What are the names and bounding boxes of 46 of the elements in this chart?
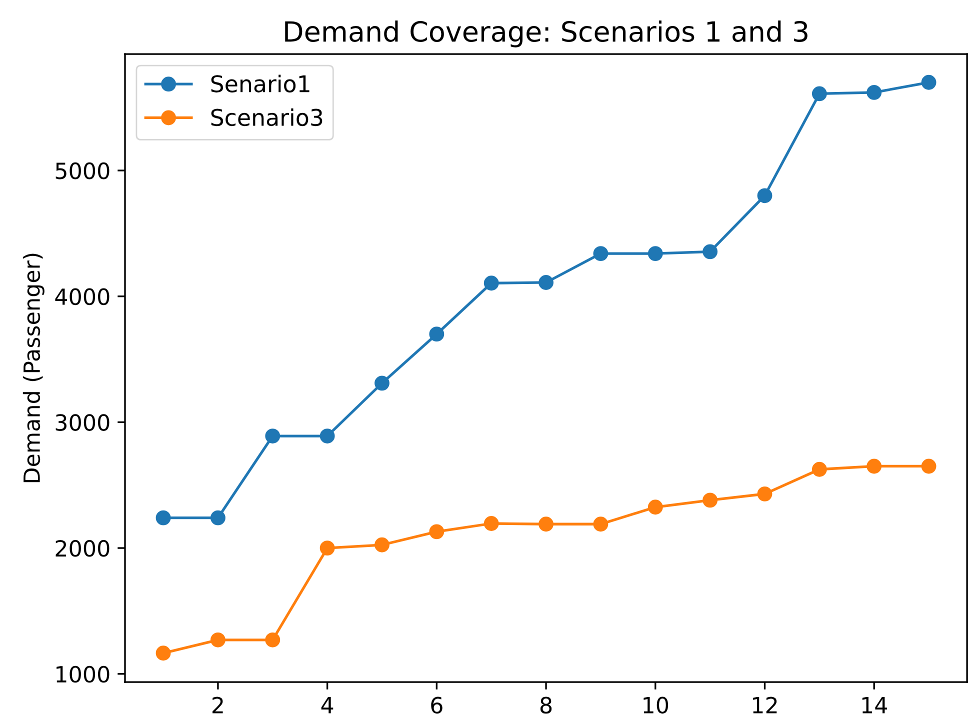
point	[374, 376, 390, 391]
y-tick-label: 4000	[55, 288, 110, 306]
point	[757, 188, 772, 204]
x-tick-label: 12	[753, 696, 777, 714]
point	[593, 516, 608, 532]
x-tick-label: 6	[431, 696, 442, 714]
y-tick-label: 5000	[56, 162, 110, 180]
point	[210, 632, 226, 648]
point	[156, 510, 171, 526]
point	[320, 540, 335, 556]
point	[812, 86, 827, 102]
point	[593, 246, 608, 262]
point	[648, 500, 663, 515]
point	[812, 462, 827, 477]
point	[702, 244, 718, 260]
point	[757, 486, 772, 502]
x-tick-label: 4	[321, 697, 334, 714]
point	[538, 516, 554, 532]
point	[866, 84, 882, 100]
point	[374, 537, 390, 552]
point	[538, 275, 554, 290]
point	[429, 524, 444, 540]
y-tick-label: 3000	[56, 414, 110, 431]
point	[210, 510, 226, 526]
point	[265, 632, 280, 648]
point	[320, 428, 335, 444]
x-tick-label: 10	[644, 696, 668, 714]
point	[921, 74, 936, 90]
y-tick-label: 2000	[56, 540, 110, 557]
point	[265, 428, 280, 444]
point	[156, 646, 171, 661]
point	[429, 326, 444, 342]
point	[921, 458, 936, 474]
x-tick-label: 8	[540, 696, 552, 714]
point	[484, 516, 499, 531]
legend-label: Senario1	[211, 74, 310, 92]
y-tick-label: 1000	[56, 666, 110, 683]
point	[484, 276, 499, 291]
point	[648, 246, 663, 262]
point	[702, 492, 718, 508]
x-tick-label: 2	[212, 696, 223, 714]
y-axis-title: Demand (Passenger)	[22, 254, 44, 482]
chart-title: Demand Coverage: Scenarios 1 and 3	[285, 20, 808, 48]
x-tick-label: 14	[862, 697, 887, 714]
point	[866, 458, 882, 474]
legend-label: Scenario3	[211, 108, 322, 126]
